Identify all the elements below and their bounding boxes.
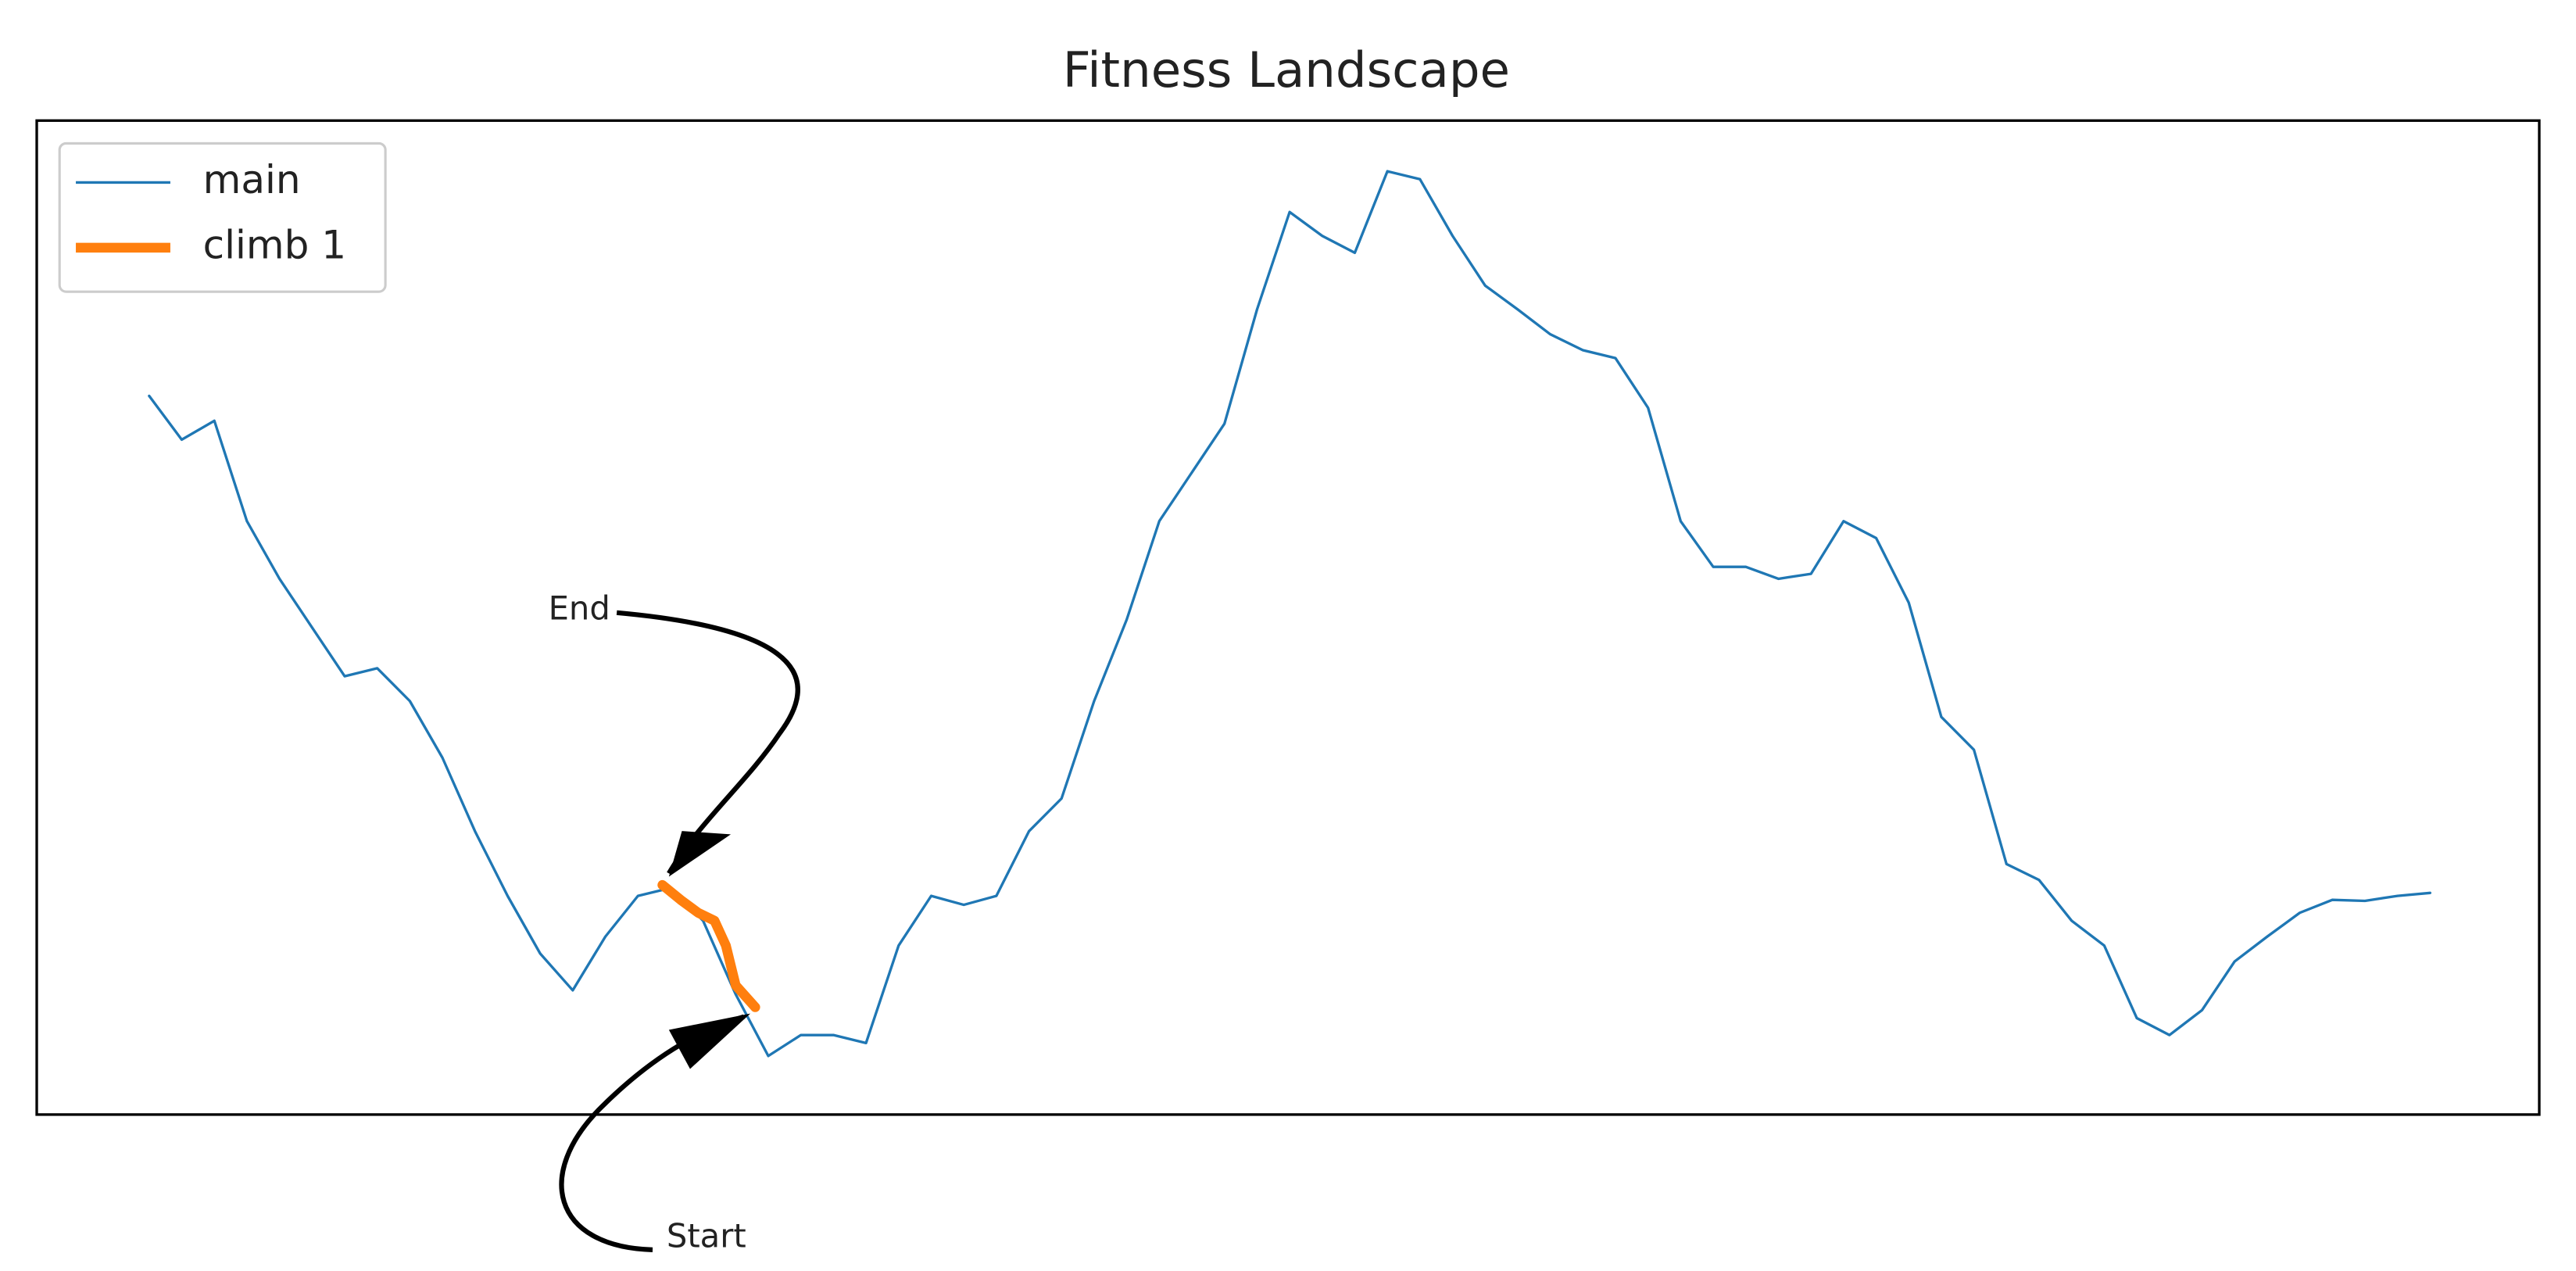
legend: main climb 1 <box>58 141 387 293</box>
start-arrowhead <box>668 1013 751 1069</box>
plot-frame <box>35 119 2541 1116</box>
annotation-start: Start <box>667 1216 746 1255</box>
series-line <box>148 170 2431 1058</box>
legend-label: climb 1 <box>203 222 346 267</box>
end-arrow <box>616 610 800 875</box>
plot-area <box>148 170 2431 1058</box>
start-arrow <box>559 1014 745 1253</box>
legend-box <box>58 141 387 293</box>
end-arrowhead <box>668 831 732 877</box>
chart-title: Fitness Landscape <box>1063 41 1510 98</box>
legend-label: main <box>203 157 301 202</box>
series-line <box>657 879 760 1012</box>
annotation-end: End <box>549 589 610 628</box>
